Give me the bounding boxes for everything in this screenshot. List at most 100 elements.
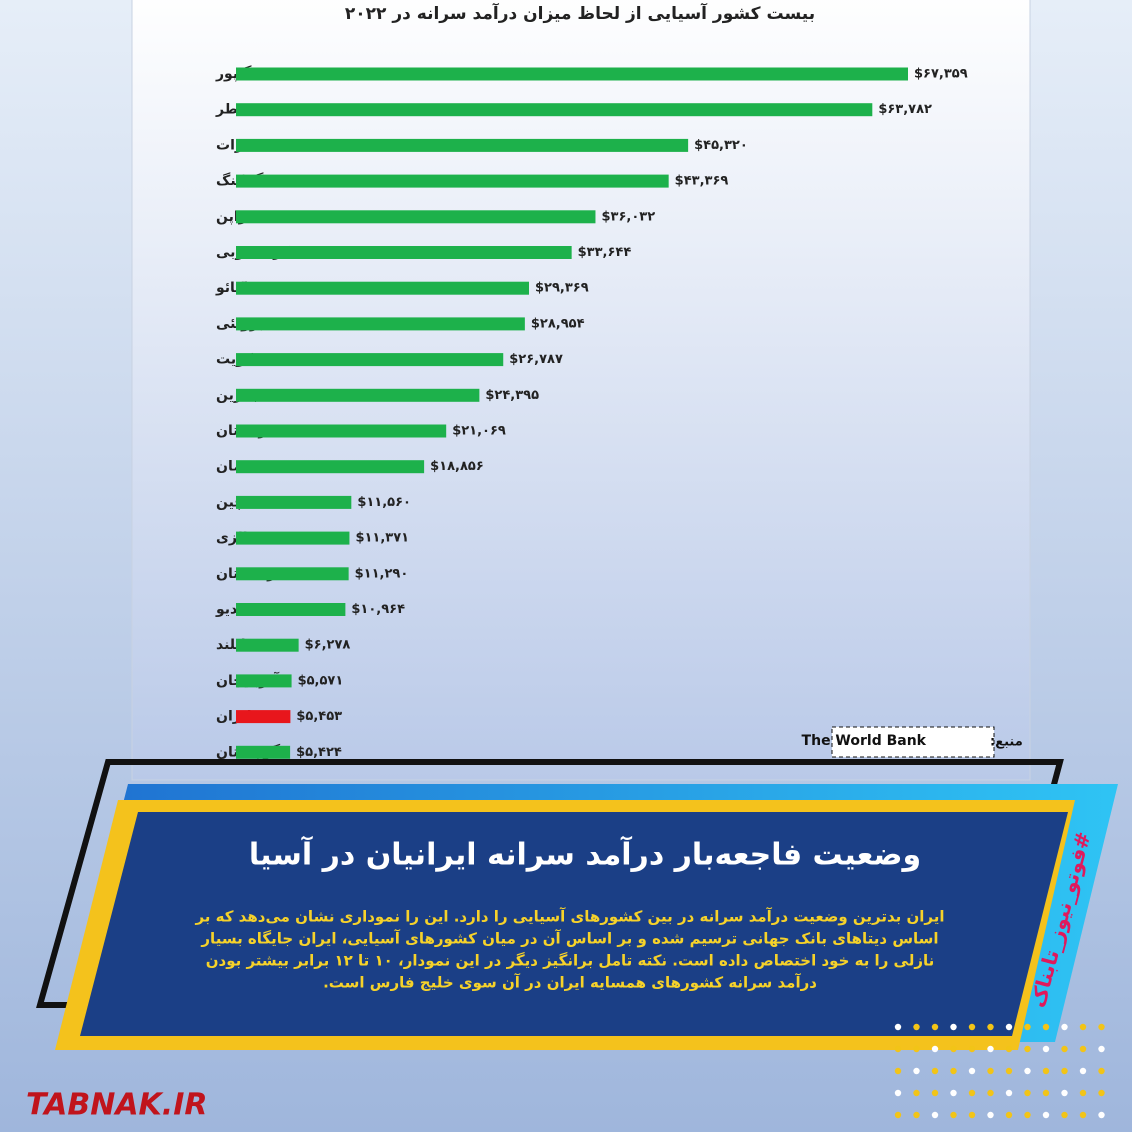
value-label: $۳۶,۰۳۲	[601, 209, 655, 224]
bar	[236, 246, 572, 259]
dot	[1042, 1089, 1050, 1097]
dot	[1024, 1111, 1031, 1119]
banner-body-line: اساس دیتاهای بانک جهانی ترسیم شده و بر ا…	[200, 930, 938, 948]
dot	[950, 1023, 957, 1031]
dot	[1061, 1111, 1068, 1119]
bars: سنگاپور$۶۷,۳۵۹قطر$۶۳,۷۸۲امارات$۴۵,۳۲۰هنگ…	[215, 65, 968, 760]
dot	[987, 1067, 994, 1075]
source: The World Bank	[802, 733, 927, 749]
value-label: $۴۳,۳۶۹	[675, 174, 729, 189]
value-label: $۲۴,۳۹۵	[485, 388, 539, 403]
dot	[1024, 1045, 1031, 1053]
value-label: $۴۵,۳۲۰	[694, 138, 748, 153]
dot	[913, 1023, 920, 1031]
dot	[913, 1089, 920, 1097]
banner-body: ایران بدترین وضعیت درآمد سرانه در بین کش…	[194, 908, 944, 992]
bar	[236, 67, 908, 81]
dot	[1061, 1089, 1068, 1097]
bar	[236, 567, 349, 581]
dot	[1098, 1023, 1105, 1031]
banner-panel	[80, 812, 1068, 1036]
value-label: $۵,۴۵۳	[296, 709, 342, 724]
dot	[1042, 1023, 1050, 1031]
bar	[236, 317, 525, 331]
dot	[913, 1111, 920, 1119]
dot	[1005, 1089, 1013, 1097]
dot	[1061, 1045, 1068, 1053]
bar	[236, 281, 529, 295]
bar	[236, 638, 299, 652]
value-label: $۶۳,۷۸۲	[878, 102, 932, 117]
dot	[1098, 1067, 1105, 1075]
dot	[1079, 1089, 1087, 1097]
dot	[987, 1045, 994, 1053]
dot	[950, 1067, 957, 1075]
dot	[1098, 1089, 1105, 1097]
chart-title: بیست کشور آسیایی از لحاظ میزان درآمد سرا…	[345, 2, 815, 24]
dot	[1061, 1023, 1068, 1031]
dot	[1042, 1067, 1050, 1075]
value-label: $۲۹,۳۶۹	[535, 281, 589, 296]
value-label: $۱۱,۳۷۱	[355, 531, 409, 546]
bar	[236, 174, 669, 188]
dot	[894, 1111, 902, 1119]
dot	[1005, 1111, 1013, 1119]
dot	[931, 1045, 939, 1053]
dot	[1079, 1045, 1087, 1053]
dot	[968, 1089, 976, 1097]
bar	[236, 353, 504, 367]
dot	[931, 1089, 939, 1097]
bar	[236, 388, 480, 402]
dot	[950, 1045, 957, 1053]
bar	[236, 745, 291, 759]
dot	[1098, 1045, 1105, 1053]
value-label: $۶۷,۳۵۹	[914, 67, 968, 82]
bar	[236, 495, 352, 509]
dot	[968, 1045, 976, 1053]
bar	[236, 531, 350, 545]
dot	[1024, 1023, 1031, 1031]
source-label: منبع:	[990, 735, 1023, 750]
dot	[894, 1089, 902, 1097]
bar	[236, 210, 596, 224]
dot	[968, 1111, 976, 1119]
bar	[236, 138, 689, 152]
dot	[987, 1111, 994, 1119]
source-box	[831, 726, 995, 758]
value-label: $۲۶,۷۸۷	[509, 352, 563, 367]
value-label: $۵,۴۲۴	[296, 745, 342, 760]
dot	[931, 1023, 939, 1031]
dot	[987, 1089, 994, 1097]
bar	[236, 460, 425, 474]
banner-body-line: نازلی را به خود اختصاص داده است. نکته تا…	[206, 952, 935, 970]
dot	[1079, 1067, 1087, 1075]
value-label: $۳۳,۶۴۴	[578, 245, 632, 260]
value-label: $۲۸,۹۵۴	[531, 316, 585, 331]
dot	[1079, 1111, 1087, 1119]
bar	[236, 710, 291, 724]
dot	[950, 1089, 957, 1097]
dot	[1024, 1067, 1031, 1075]
value-label: $۵,۵۷۱	[298, 673, 344, 688]
value-label: $۱۱,۲۹۰	[355, 566, 409, 581]
dot	[1079, 1023, 1087, 1031]
dot	[1042, 1045, 1050, 1053]
dot	[1005, 1067, 1013, 1075]
dot	[968, 1067, 976, 1075]
dot	[950, 1111, 957, 1119]
bar	[236, 103, 873, 117]
dot	[931, 1111, 939, 1119]
dot	[894, 1067, 902, 1075]
dots	[894, 1023, 1105, 1119]
banner-body-line: ایران بدترین وضعیت درآمد سرانه در بین کش…	[194, 908, 944, 926]
dot	[931, 1067, 939, 1075]
dot	[913, 1045, 920, 1053]
value-label: $۱۱,۵۶۰	[357, 495, 411, 510]
banner-body-line: درآمد سرانه کشورهای همسایه ایران در آن س…	[323, 974, 817, 992]
dot	[1005, 1023, 1013, 1031]
value-label: $۱۰,۹۶۴	[351, 602, 405, 617]
value-label: $۶,۲۷۸	[305, 638, 351, 653]
value-label: $۱۸,۸۵۶	[430, 459, 484, 474]
